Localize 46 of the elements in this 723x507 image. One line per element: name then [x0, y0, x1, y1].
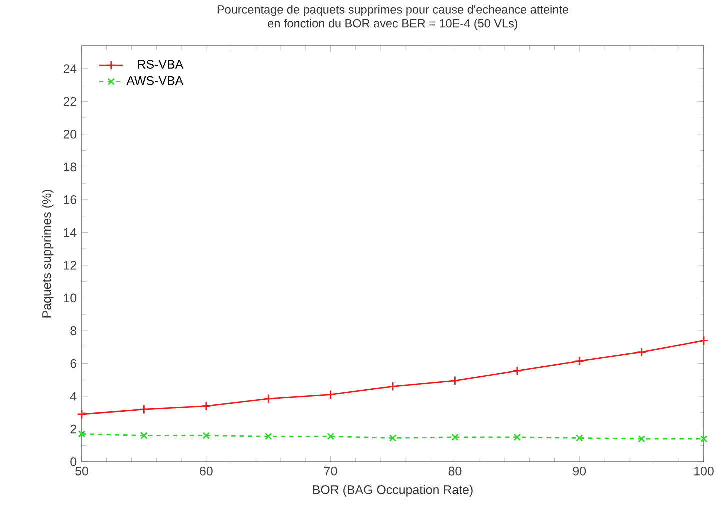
legend-label: AWS-VBA [126, 76, 184, 86]
y-tick-label: 18 [64, 162, 77, 172]
y-tick-label: 10 [64, 294, 77, 303]
point [77, 410, 87, 420]
x-tick-label: 100 [694, 466, 714, 476]
x-tick-label: 60 [200, 466, 213, 476]
point [202, 401, 212, 412]
point [326, 390, 336, 400]
point [638, 435, 646, 443]
x-tick-label: 80 [448, 466, 462, 476]
point [264, 432, 272, 440]
y-axis-title: Paquets supprimes (%) [42, 190, 54, 318]
y-tick-label: 12 [64, 261, 76, 270]
point [450, 376, 460, 386]
x-tick-label: 70 [324, 466, 338, 476]
point [636, 347, 647, 358]
y-tick-label: 16 [64, 196, 77, 204]
y-tick-label: 0 [70, 458, 77, 466]
point [140, 432, 148, 440]
y-tick-label: 24 [64, 64, 77, 74]
point [388, 382, 398, 392]
y-tick-label: 6 [70, 359, 77, 368]
point [452, 434, 459, 442]
point [139, 404, 150, 414]
chart-title: Pourcentage de paquets supprimes pour cause d'echeance atteinte en fonction du BOR avec BER = 10E-4 (50 VLs) [218, 5, 568, 30]
y-tick-label: 14 [64, 228, 77, 237]
x-axis-title: BOR (BAG Occupation Rate) [313, 485, 473, 497]
point [78, 430, 86, 438]
y-tick-label: 22 [64, 97, 76, 106]
legend-label: RS-VBA [138, 60, 184, 69]
y-tick-label: 2 [70, 424, 76, 434]
point [574, 356, 584, 366]
y-tick-label: 20 [64, 130, 77, 139]
y-tick-label: 4 [70, 392, 77, 401]
y-tick-label: 8 [70, 326, 77, 336]
point [264, 394, 274, 404]
x-tick-label: 90 [573, 466, 586, 476]
point [389, 434, 397, 442]
point [576, 434, 584, 442]
point [327, 432, 334, 440]
point [514, 434, 522, 442]
point [202, 432, 210, 440]
point [512, 366, 522, 376]
point [700, 435, 708, 443]
x-tick-label: 50 [76, 466, 88, 476]
point [699, 336, 709, 346]
